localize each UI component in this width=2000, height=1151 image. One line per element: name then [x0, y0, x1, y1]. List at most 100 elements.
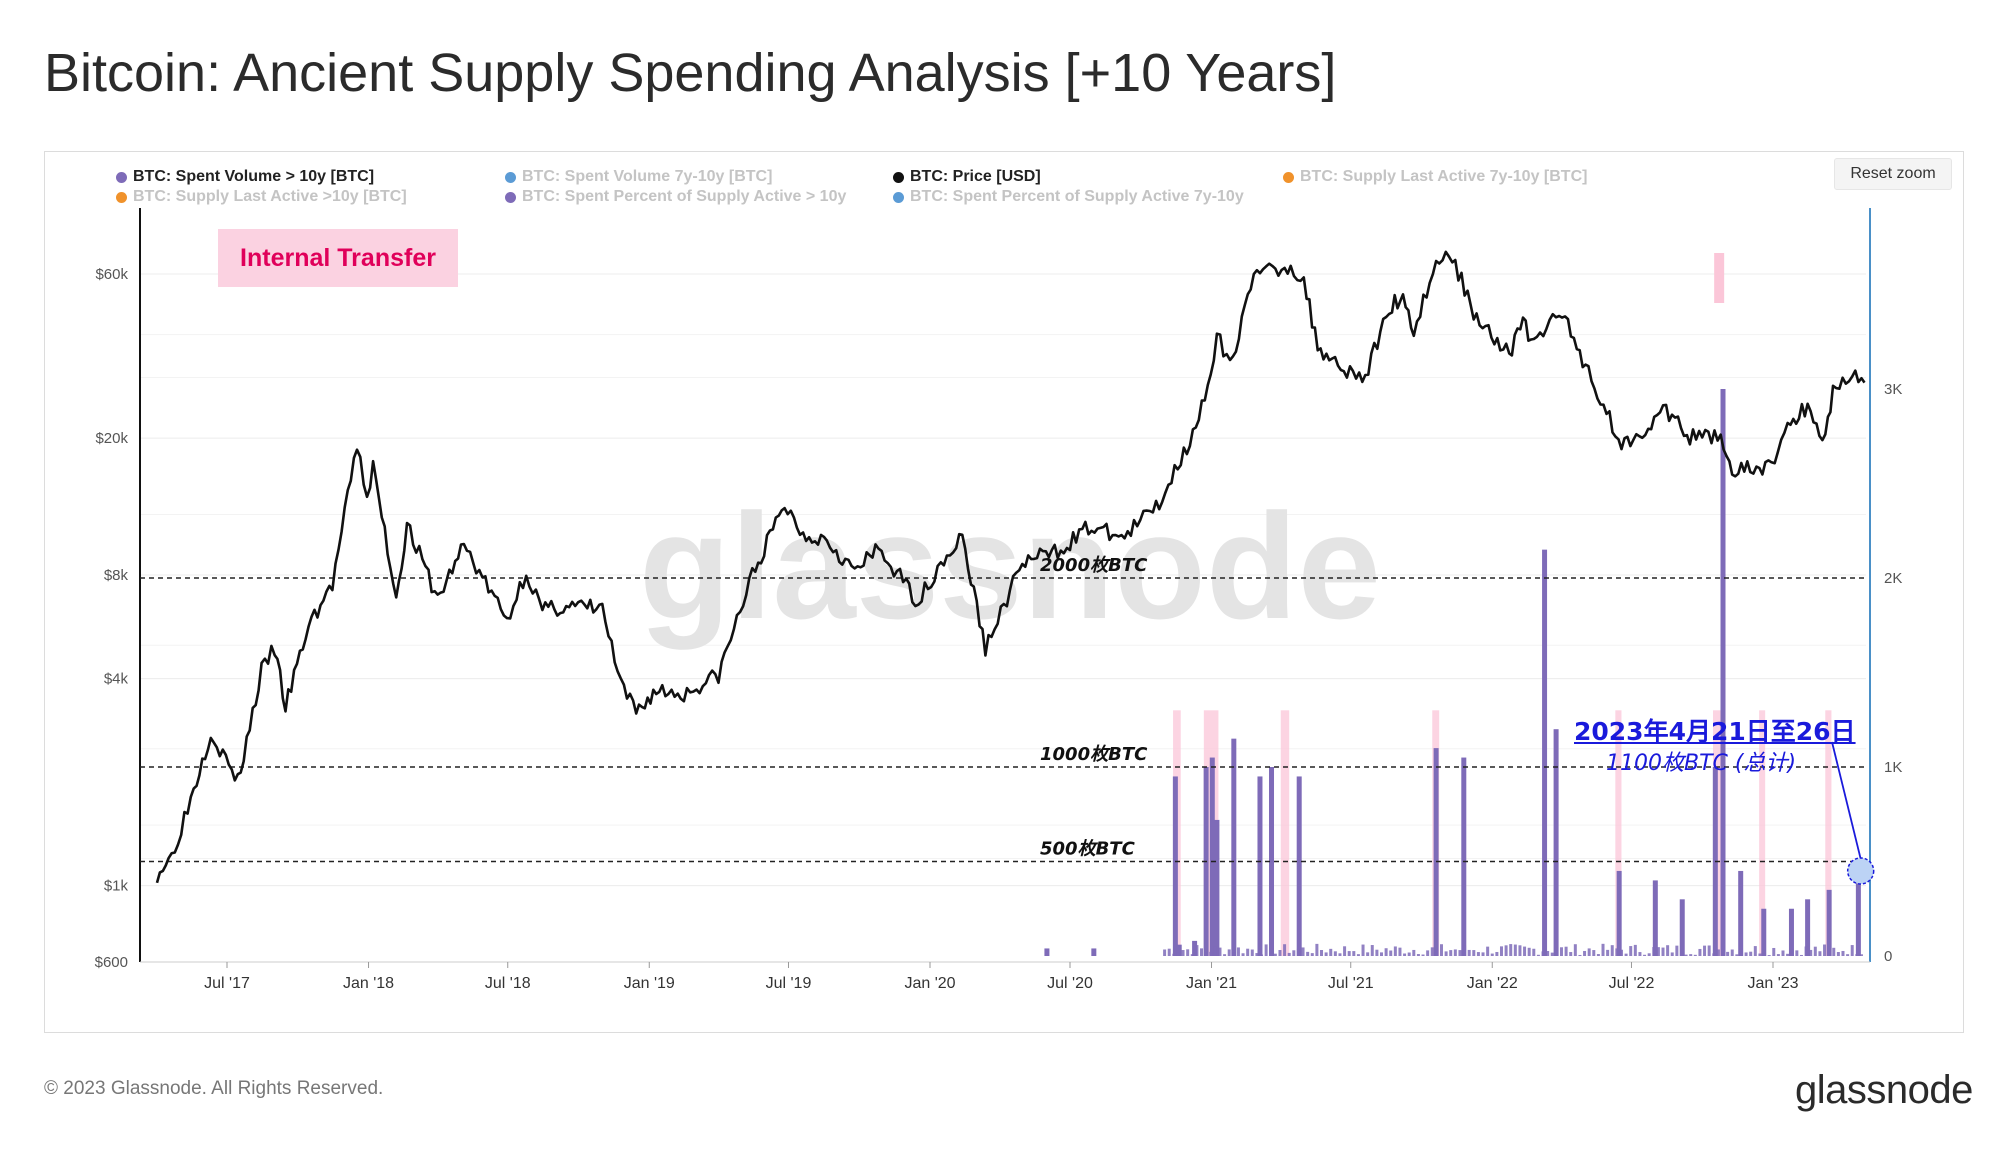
price-line: [155, 250, 1866, 884]
y-right-tick-label: 0: [1884, 948, 1892, 965]
volume-bar-small: [1412, 949, 1416, 956]
volume-bar-small: [1490, 953, 1494, 956]
volume-bar-small: [1698, 948, 1702, 956]
volume-bar-small: [1569, 952, 1573, 956]
volume-bar-small: [1209, 951, 1213, 956]
volume-bar-small: [1232, 952, 1236, 956]
volume-bar-small: [1592, 950, 1596, 956]
volume-bar-small: [1444, 951, 1448, 956]
x-tick-label: Jan '23: [1747, 975, 1798, 992]
volume-bar-small: [1832, 947, 1836, 956]
volume-bar: [1805, 899, 1811, 956]
y-left-tick-label: $60k: [95, 266, 128, 283]
volume-bar-small: [1499, 946, 1503, 956]
volume-bar-small: [1513, 944, 1517, 956]
volume-bar-small: [1366, 952, 1370, 956]
volume-bar-small: [1859, 954, 1863, 956]
volume-bar-small: [1315, 943, 1319, 956]
volume-bar-small: [1176, 952, 1180, 956]
volume-bar-small: [1361, 944, 1365, 956]
volume-bar-small: [1338, 953, 1342, 956]
legend-item[interactable]: BTC: Spent Volume 7y-10y [BTC]: [505, 168, 772, 186]
legend-label: BTC: Spent Percent of Supply Active 7y-1…: [910, 188, 1244, 205]
volume-bar-small: [1855, 954, 1859, 956]
y-right-tick-label: 3K: [1884, 381, 1902, 398]
copyright-text: © 2023 Glassnode. All Rights Reserved.: [44, 1078, 384, 1099]
volume-bar-small: [1389, 950, 1393, 956]
volume-bar-small: [1486, 946, 1490, 956]
volume-bar: [1738, 870, 1744, 956]
volume-bar-small: [1749, 951, 1753, 956]
volume-bar-small: [1375, 949, 1379, 956]
volume-bar-small: [1380, 952, 1384, 956]
volume-bar-small: [1310, 953, 1314, 956]
volume-bar-small: [1546, 951, 1550, 956]
y-right-tick-label: 2K: [1884, 570, 1902, 587]
volume-bar-small: [1200, 948, 1204, 956]
reference-line-label: 1000枚BTC: [1040, 744, 1148, 765]
volume-bar-small: [1670, 952, 1674, 956]
volume-bar: [1231, 738, 1237, 956]
volume-bar-small: [1615, 948, 1619, 956]
volume-bar-small: [1260, 954, 1264, 956]
volume-bar-small: [1633, 944, 1637, 956]
volume-bar-small: [1684, 954, 1688, 956]
volume-bar-small: [1809, 949, 1813, 956]
legend-label: BTC: Spent Volume 7y-10y [BTC]: [522, 168, 773, 185]
x-tick-label: Jan '21: [1186, 975, 1237, 992]
volume-bar-small: [1269, 944, 1273, 956]
x-tick-label: Jan '19: [624, 975, 675, 992]
volume-bar-small: [1587, 948, 1591, 956]
volume-bar: [1761, 908, 1767, 956]
volume-bar-small: [1712, 953, 1716, 956]
legend-label: BTC: Supply Last Active 7y-10y [BTC]: [1300, 168, 1588, 185]
volume-bar-small: [1241, 953, 1245, 956]
legend-item[interactable]: BTC: Spent Percent of Supply Active 7y-1…: [893, 188, 1244, 206]
volume-bar-small: [1523, 946, 1527, 956]
volume-bar-small: [1550, 952, 1554, 956]
legend-dot-icon: [505, 191, 516, 203]
volume-bar-small: [1421, 954, 1425, 956]
volume-bar-small: [1619, 949, 1623, 956]
legend-item[interactable]: BTC: Supply Last Active >10y [BTC]: [116, 188, 407, 206]
internal-transfer-label: Internal Transfer: [218, 229, 458, 287]
legend-label: BTC: Spent Volume > 10y [BTC]: [133, 168, 375, 185]
volume-bar-small: [1716, 949, 1720, 956]
internal-transfer-region: [1713, 710, 1725, 956]
volume-bar-small: [1610, 945, 1614, 956]
volume-bar: [1553, 729, 1559, 956]
volume-bar: [1652, 880, 1658, 956]
volume-bar-small: [1167, 948, 1171, 956]
volume-bar-small: [1296, 948, 1300, 956]
legend-item[interactable]: BTC: Supply Last Active 7y-10y [BTC]: [1283, 168, 1587, 186]
volume-bar-small: [1255, 953, 1259, 956]
volume-bar-small: [1813, 946, 1817, 956]
note-amount: 1100枚BTC (总计): [1606, 751, 1797, 776]
volume-bar: [1172, 776, 1178, 956]
x-tick-label: Jan '22: [1467, 975, 1518, 992]
volume-bar-small: [1596, 954, 1600, 956]
volume-bar-small: [1453, 949, 1457, 956]
volume-bar-small: [1536, 954, 1540, 956]
volume-bar-small: [1583, 950, 1587, 956]
volume-bar-small: [1679, 953, 1683, 956]
legend-item[interactable]: BTC: Spent Percent of Supply Active > 10…: [505, 188, 846, 206]
legend-item[interactable]: BTC: Spent Volume > 10y [BTC]: [116, 168, 374, 186]
legend-item[interactable]: BTC: Price [USD]: [893, 168, 1041, 186]
volume-bar: [1826, 889, 1832, 956]
volume-bar-small: [1532, 948, 1536, 956]
volume-bar-small: [1767, 955, 1771, 956]
legend: BTC: Spent Volume > 10y [BTC] BTC: Spent …: [0, 0, 2000, 205]
volume-bar: [1433, 748, 1439, 956]
volume-bar-small: [1292, 950, 1296, 956]
volume-bar-small: [1643, 954, 1647, 956]
reset-zoom-button[interactable]: Reset zoom: [1834, 158, 1952, 190]
volume-bar-small: [1306, 951, 1310, 956]
volume-bar: [1269, 767, 1275, 956]
volume-bar: [1542, 549, 1548, 956]
volume-bar-small: [1629, 946, 1633, 956]
reference-line-label: 2000枚BTC: [1040, 555, 1148, 576]
volume-bar-small: [1689, 954, 1693, 956]
volume-bar-small: [1273, 953, 1277, 956]
volume-bar-small: [1329, 948, 1333, 956]
